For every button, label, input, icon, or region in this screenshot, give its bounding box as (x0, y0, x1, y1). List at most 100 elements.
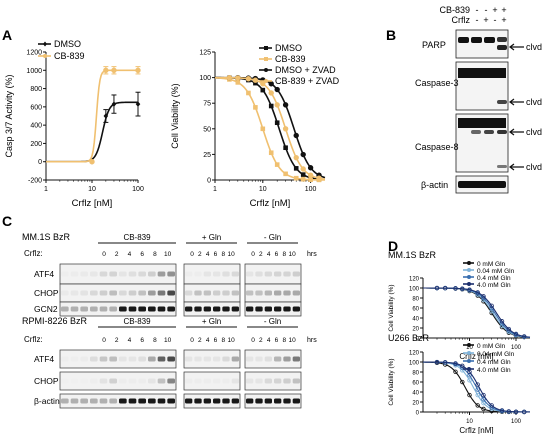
blot-band (167, 271, 175, 277)
blot-band (138, 306, 146, 312)
timepoint-label: 10 (164, 251, 172, 258)
blot-band (119, 356, 127, 362)
y-tick-label: 200 (30, 141, 42, 148)
blot-band (109, 398, 117, 404)
band (484, 37, 495, 43)
band (497, 100, 507, 104)
cell-line-label: MM.1S BzR (22, 232, 71, 242)
data-point (103, 67, 109, 73)
data-point (499, 319, 505, 324)
data-point (453, 369, 458, 375)
timepoint-label: 8 (282, 251, 286, 258)
blot-band (148, 398, 156, 404)
data-point (442, 360, 448, 365)
y-tick-label: 40 (412, 391, 419, 397)
series-line-1 (214, 77, 326, 181)
y-tick-label: 1200 (26, 50, 42, 57)
y-tick-label: 60 (412, 381, 419, 387)
y-axis-label: Cell Viability (%) (388, 284, 395, 331)
series-line-3 (423, 361, 530, 413)
blot-strip (59, 371, 177, 391)
sign-crflz-lane2: + (483, 15, 488, 25)
y-tick-label: 40 (412, 317, 419, 323)
series-line-1 (46, 69, 138, 163)
blot-band (128, 306, 137, 312)
group-label: + Gln (202, 233, 221, 242)
blot-band (90, 398, 98, 404)
blot-band (222, 356, 230, 362)
blot-band (185, 272, 192, 277)
blot-band (203, 306, 211, 312)
blot-band (222, 379, 229, 384)
legend-label: DMSO (54, 39, 81, 49)
blot-band (185, 290, 193, 296)
y-tick-label: 120 (409, 351, 420, 357)
blot-band (138, 356, 146, 362)
blot-band (274, 378, 282, 384)
data-point (282, 126, 289, 132)
blot-band (148, 356, 156, 362)
series-line-3 (423, 287, 531, 338)
data-point (235, 80, 241, 85)
blot-band (148, 290, 156, 296)
timepoint-label: 6 (140, 251, 144, 258)
timepoint-label: 4 (267, 251, 271, 258)
blot-band (128, 356, 137, 362)
blot-band (148, 306, 156, 312)
blot-band (231, 271, 239, 277)
legend-label: 0.4 mM Gln (477, 275, 511, 282)
data-point (442, 285, 448, 291)
y-axis-label: Cell Viability (%) (388, 358, 395, 405)
data-point (467, 392, 472, 398)
blot-band (213, 356, 221, 362)
data-point (268, 81, 274, 87)
blot-band (99, 306, 108, 312)
y-tick-label: 800 (30, 86, 42, 93)
blot-band (283, 306, 291, 312)
data-point (506, 409, 511, 414)
blot-band (255, 271, 263, 277)
blot-band (292, 356, 300, 362)
panel-label-c: C (2, 213, 12, 229)
timepoint-label: 10 (288, 251, 296, 258)
timepoint-label: 0 (190, 337, 194, 344)
blot-strip (244, 393, 302, 409)
x-tick-label: 100 (511, 419, 522, 425)
blot-band (157, 306, 166, 312)
x-tick-label: 1 (213, 186, 217, 193)
blot-band (264, 306, 272, 312)
data-point (521, 409, 527, 415)
blot-strip (183, 349, 241, 369)
data-point (460, 363, 465, 369)
chart-cell-viability-zvad: 0 25 50 75 100 125 1 10 100 Crflz [nM] Cell Viabil… (170, 43, 340, 209)
arrow-icon (509, 163, 524, 171)
blot-band (138, 271, 146, 277)
blot-strip (59, 393, 177, 409)
data-point (274, 162, 280, 167)
y-tick-label: 1000 (26, 68, 42, 75)
timepoint-label: 6 (214, 337, 218, 344)
data-point (489, 303, 494, 309)
blot-band (222, 306, 230, 312)
clvd-label-parp: clvd (526, 42, 542, 52)
blot-band (99, 271, 108, 277)
blot-band (264, 356, 272, 362)
data-point (307, 165, 314, 171)
blot-band (80, 398, 88, 404)
data-point (467, 287, 472, 292)
blot-band (292, 306, 300, 312)
blot-band (109, 378, 117, 384)
blot-band (61, 291, 69, 296)
y-axis-label: Cell Viability (%) (170, 83, 180, 148)
blot-band (264, 271, 272, 277)
blot-band (167, 356, 175, 362)
blot-band (185, 379, 192, 384)
blot-band (99, 398, 108, 404)
blot-label-parp: PARP (422, 40, 446, 50)
blot-band (119, 306, 127, 312)
clvd-label-caspase-8-lower: clvd (526, 162, 542, 172)
blot-band (203, 290, 211, 296)
legend-label: DMSO + ZVAD (275, 65, 336, 75)
x-axis-label: Crflz [nM] (250, 198, 291, 209)
blot-band (231, 378, 239, 384)
